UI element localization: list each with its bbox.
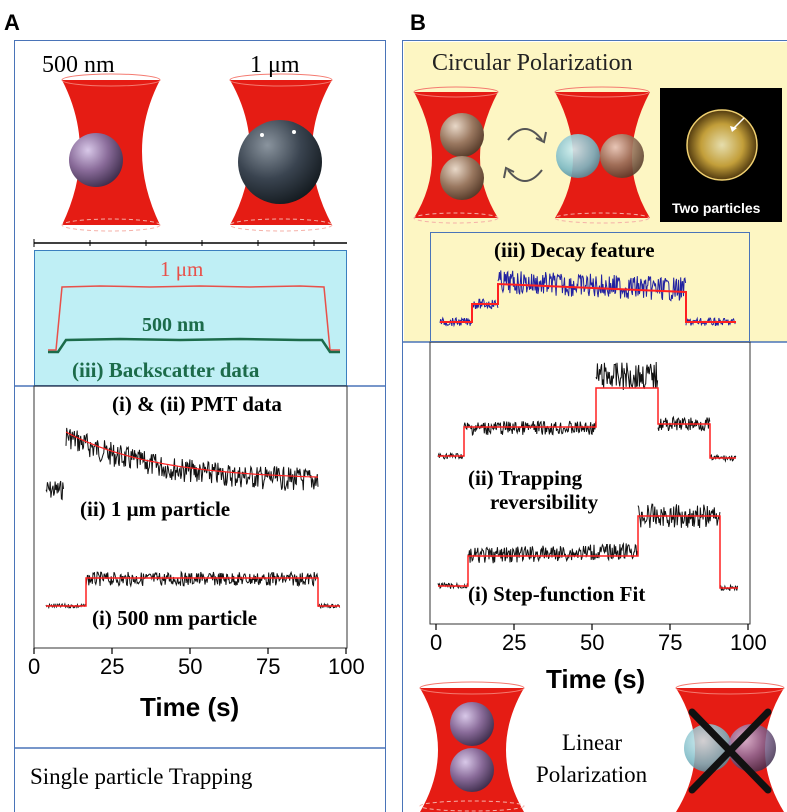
particle-linear-top (450, 702, 494, 746)
backscatter-trace-1um (48, 285, 340, 351)
pmt-fit-500nm (46, 577, 340, 607)
pmt-trace-1um-baseline (45, 480, 64, 501)
backscatter-title: (iii) Backscatter data (72, 358, 260, 382)
pmt-trace-1um (65, 427, 319, 491)
trace-step-label: (i) Step-function Fit (468, 582, 646, 606)
decay-trace-end (685, 316, 737, 327)
pmt-trace-500nm (85, 570, 319, 588)
particle-side-right (600, 134, 644, 178)
trace-reversibility-line2: reversibility (490, 490, 599, 514)
backscatter-label-500nm: 500 nm (142, 314, 205, 336)
particle-1um (238, 120, 322, 204)
tick-label: 0 (28, 654, 41, 679)
circular-polarization-title: Circular Polarization (432, 50, 633, 76)
step-fit (438, 515, 738, 589)
rev-fit (438, 387, 736, 459)
rev-trace-2 (463, 420, 597, 437)
pmt-title: (i) & (ii) PMT data (112, 392, 282, 416)
x-axis-label-b: Time (s) (546, 664, 646, 694)
tick-label: 50 (178, 654, 203, 679)
panel-b-frame (402, 40, 787, 812)
step-traces (437, 361, 738, 592)
cross-icon (688, 708, 772, 794)
x-axis-ticks-b: 0 25 50 75 100 (426, 630, 786, 656)
decay-trace (439, 270, 737, 328)
x-axis-ticks-a: 0 25 50 75 100 (24, 654, 365, 680)
decay-feature-frame (430, 232, 750, 342)
rotation-arrows-icon (503, 128, 547, 182)
particle-top (440, 113, 484, 157)
backscatter-panel (34, 250, 347, 386)
decay-fit (440, 282, 736, 323)
decay-title: (iii) Decay feature (494, 238, 655, 262)
label-500nm: 500 nm (42, 52, 115, 78)
pmt-label-500nm: (i) 500 nm particle (92, 606, 258, 630)
decay-trace-base (439, 316, 472, 328)
particle-linear-bottom (450, 748, 494, 792)
tick-label: 100 (328, 654, 365, 679)
pmt-traces (45, 427, 341, 610)
photo-label: Two particles (672, 200, 761, 216)
tick-label: 0 (430, 630, 443, 655)
step-trace-3 (637, 503, 721, 529)
linear-polarization-line2: Polarization (536, 762, 648, 787)
x-axis-label-a: Time (s) (140, 692, 240, 722)
particle-side-left (556, 134, 600, 178)
backscatter-trace-500nm (48, 337, 340, 354)
beam-linear-left (419, 681, 525, 812)
trace-reversibility-line1: (ii) Trapping (468, 466, 583, 490)
backscatter-label-1um: 1 μm (160, 257, 204, 281)
tick-label: 75 (256, 654, 281, 679)
panel-letter-a: A (4, 10, 20, 35)
step-trace-2 (467, 541, 638, 564)
tick-label: 75 (658, 630, 683, 655)
rev-trace-3 (595, 361, 659, 391)
particle-bottom (440, 156, 484, 200)
pmt-fit-1um (65, 431, 319, 478)
tick-label: 25 (100, 654, 125, 679)
panel-a-frame (14, 40, 386, 812)
label-1um: 1 μm (250, 52, 300, 78)
pmt-label-1um: (ii) 1 μm particle (80, 497, 231, 521)
tick-label: 50 (580, 630, 605, 655)
caption-single-particle: Single particle Trapping (30, 764, 253, 789)
linear-polarization-line1: Linear (562, 730, 623, 755)
panel-letter-b: B (410, 10, 426, 35)
tick-label: 25 (502, 630, 527, 655)
particle-500nm (69, 133, 123, 187)
tick-label: 100 (730, 630, 767, 655)
